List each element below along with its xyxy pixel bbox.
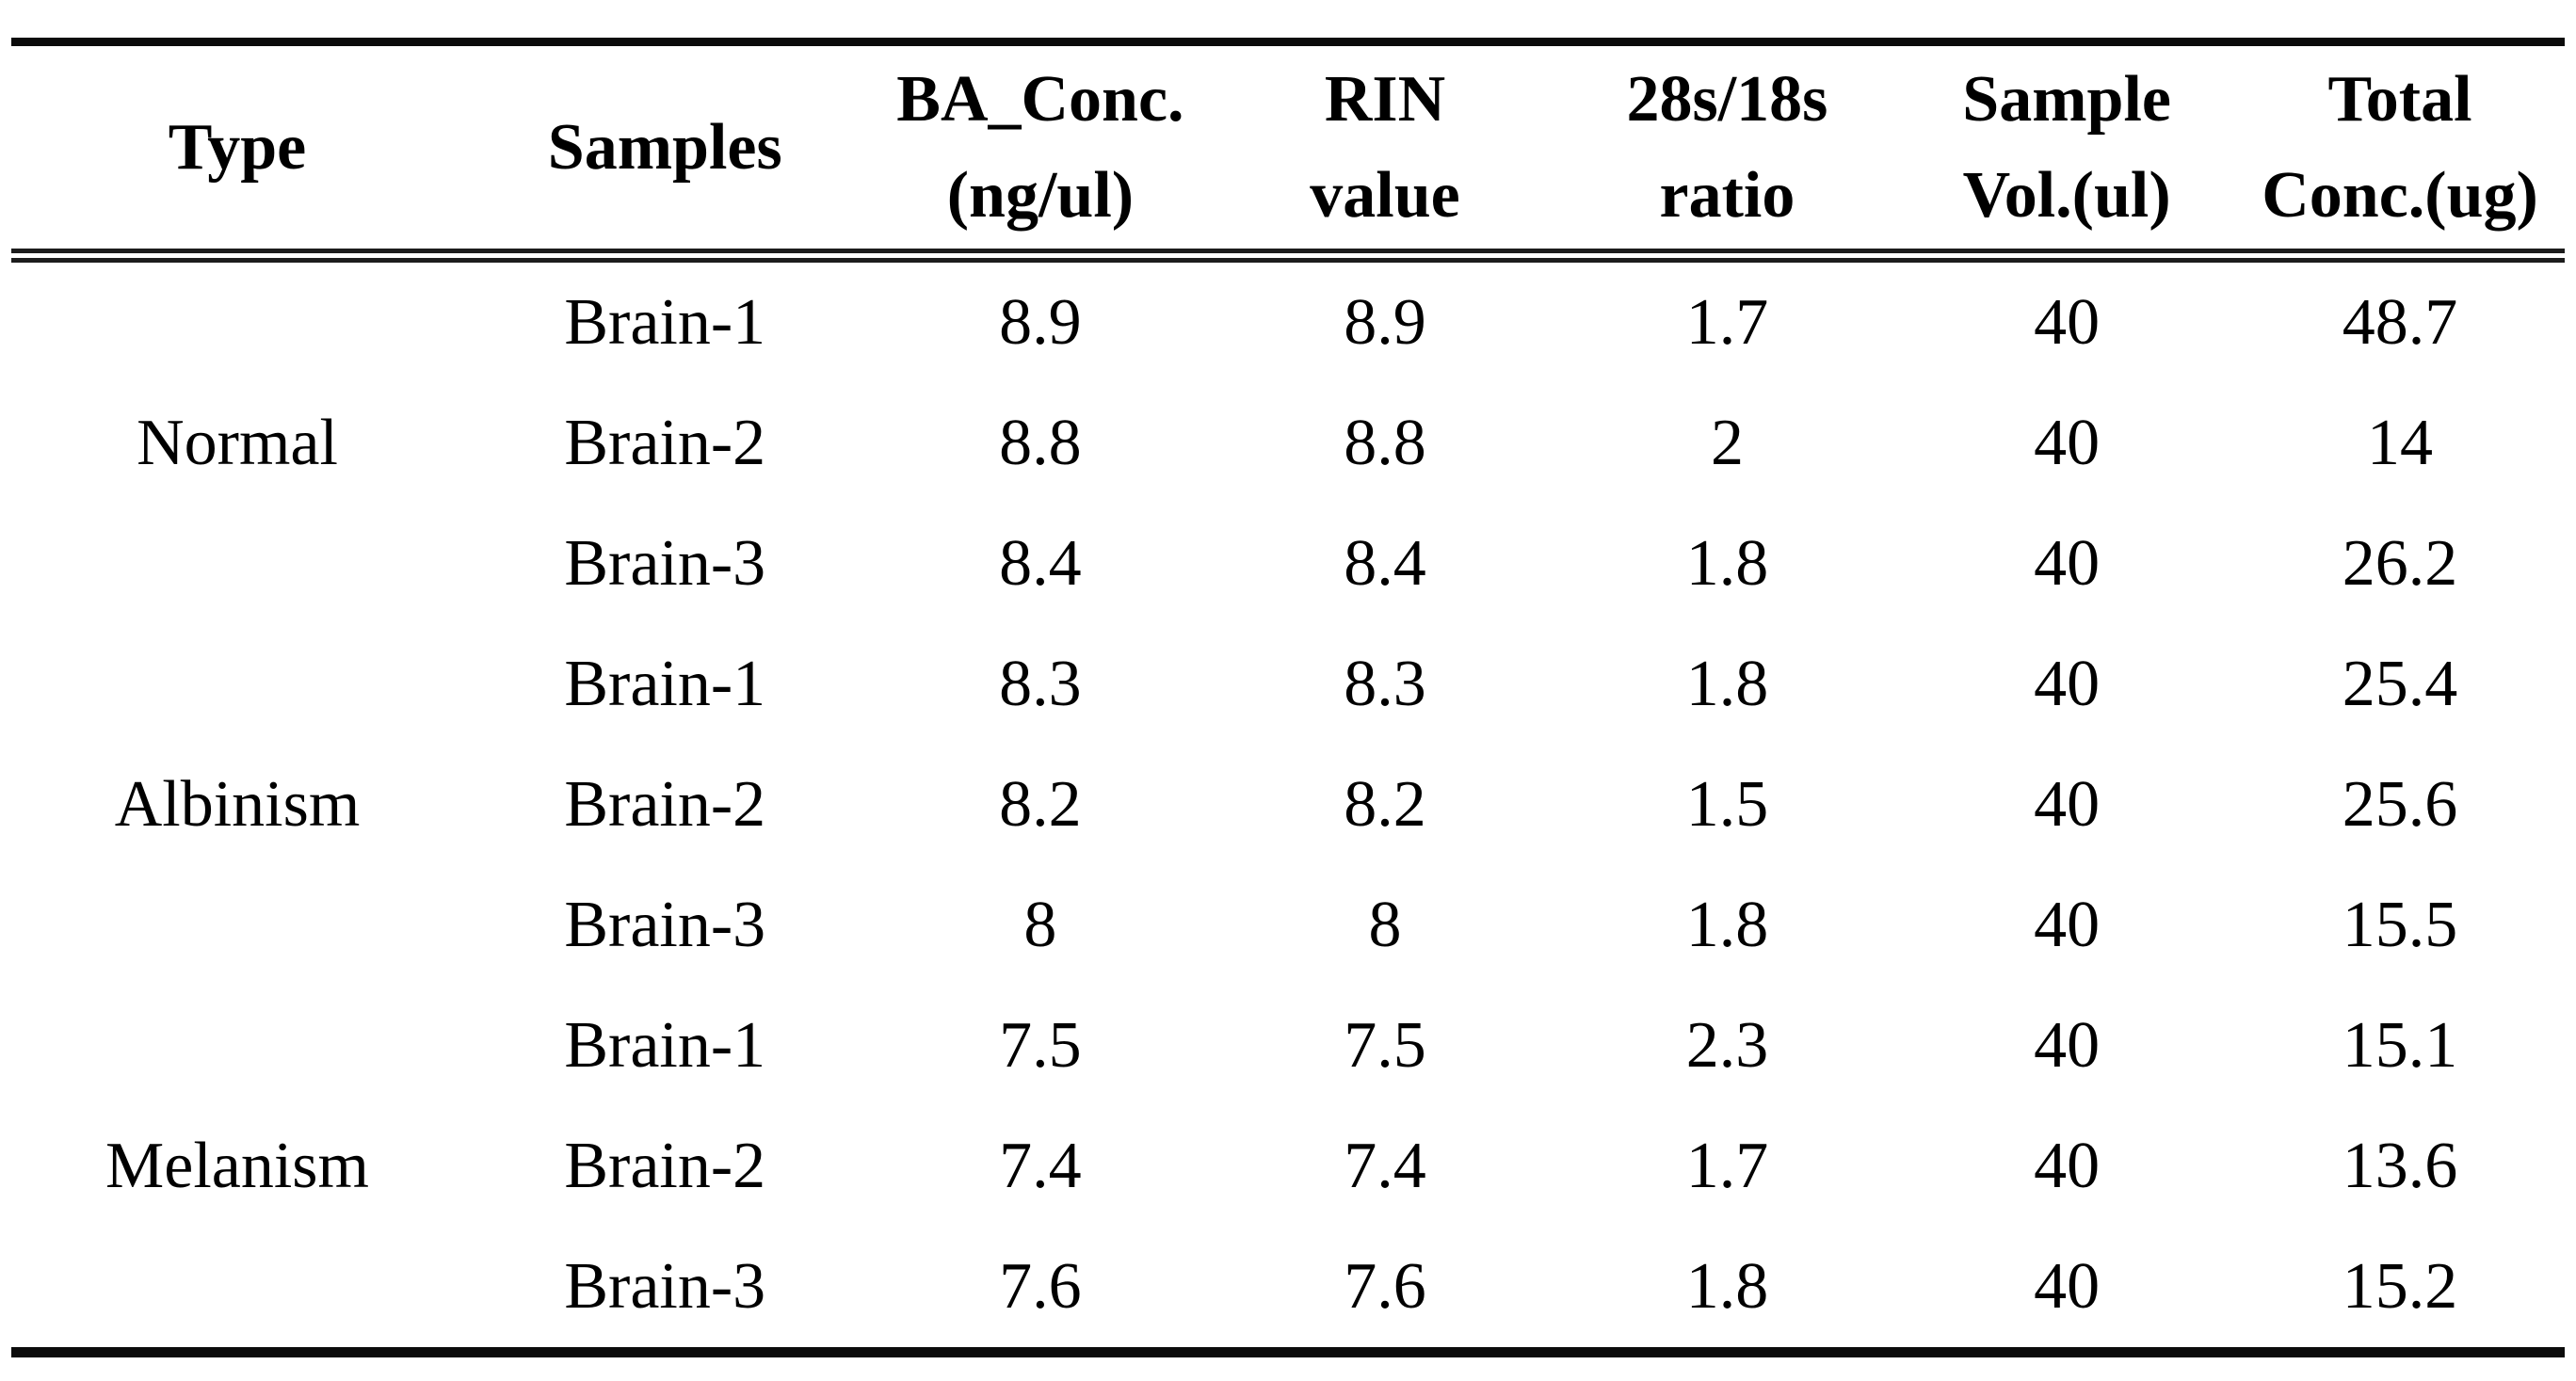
sample-cell: Brain-2 (564, 1130, 766, 1202)
sample-cell: Brain-1 (564, 1009, 766, 1082)
table-row: Brain-3 8.4 8.4 1.8 40 26.2 (11, 504, 2565, 624)
sample-vol-cell: 40 (2034, 527, 2101, 600)
rin-value-cell: 8.3 (1344, 648, 1426, 720)
sample-cell: Brain-3 (564, 527, 766, 600)
sample-cell: Brain-2 (564, 407, 766, 479)
table-row: Albinism Brain-1 8.3 8.3 1.8 40 25.4 (11, 624, 2565, 841)
table-row: Brain-2 7.4 7.4 1.7 40 13.6 (11, 1106, 2565, 1227)
ba-conc-cell: 8.2 (999, 768, 1082, 841)
header-label-line1: Sample (1962, 62, 2171, 136)
rin-value-cell: 8 (1368, 889, 1402, 961)
rin-value-cell: 8.9 (1344, 286, 1426, 359)
ratio-cell: 1.8 (1685, 889, 1769, 961)
ratio-cell: 1.8 (1685, 648, 1769, 720)
header-label-line1: RIN (1324, 62, 1446, 136)
column-header-type: Type (11, 41, 464, 263)
table-header: Type Samples BA_Conc. (ng/ul) RIN value … (11, 41, 2565, 263)
sample-vol-cell: 40 (2034, 286, 2101, 359)
header-label-line2: ratio (1659, 158, 1795, 232)
rin-value-cell: 8.4 (1344, 527, 1426, 600)
column-header-total-conc: Total Conc.(ug) (2235, 41, 2565, 263)
table-row: Brain-2 8.2 8.2 1.5 40 25.6 (11, 745, 2565, 865)
sample-cell: Brain-3 (564, 1250, 766, 1323)
rna-sample-quality-table: Type Samples BA_Conc. (ng/ul) RIN value … (11, 38, 2565, 1357)
total-conc-cell: 13.6 (2342, 1130, 2458, 1202)
column-header-ba-conc: BA_Conc. (ng/ul) (866, 41, 1215, 263)
header-label: Samples (547, 110, 782, 184)
table-row: Normal Brain-1 8.9 8.9 1.7 40 48.7 (11, 256, 2565, 479)
ratio-cell: 2.3 (1685, 1009, 1769, 1082)
header-label: Type (168, 110, 307, 184)
table-row: Brain-2 8.8 8.8 2 40 14 (11, 383, 2565, 504)
ratio-cell: 1.8 (1685, 1250, 1769, 1323)
ratio-cell: 1.5 (1685, 768, 1769, 841)
rin-value-cell: 8.8 (1344, 407, 1426, 479)
sample-vol-cell: 40 (2034, 1009, 2101, 1082)
sample-cell: Brain-1 (564, 648, 766, 720)
ratio-cell: 1.7 (1685, 286, 1769, 359)
total-conc-cell: 25.4 (2342, 648, 2458, 720)
sample-vol-cell: 40 (2034, 1130, 2101, 1202)
rin-value-cell: 8.2 (1344, 768, 1426, 841)
header-label-line2: Conc.(ug) (2262, 158, 2538, 232)
total-conc-cell: 15.5 (2342, 889, 2458, 961)
header-label-line2: value (1310, 158, 1460, 232)
rin-value-cell: 7.4 (1344, 1130, 1426, 1202)
table-row: Melanism Brain-1 7.5 7.5 2.3 40 15.1 (11, 986, 2565, 1202)
ba-conc-cell: 8.8 (999, 407, 1082, 479)
total-conc-cell: 15.2 (2342, 1250, 2458, 1323)
sample-vol-cell: 40 (2034, 768, 2101, 841)
header-label-line1: Total (2327, 62, 2472, 136)
sample-vol-cell: 40 (2034, 889, 2101, 961)
total-conc-cell: 15.1 (2342, 1009, 2458, 1082)
table-body: Normal Brain-1 8.9 8.9 1.7 40 48.7 Brain… (11, 256, 2565, 1353)
total-conc-cell: 48.7 (2342, 286, 2458, 359)
ba-conc-cell: 8 (1023, 889, 1057, 961)
header-label-line1: BA_Conc. (896, 62, 1184, 136)
total-conc-cell: 26.2 (2342, 527, 2458, 600)
sample-vol-cell: 40 (2034, 1250, 2101, 1323)
ba-conc-cell: 7.4 (999, 1130, 1082, 1202)
table-row: Brain-3 8 8 1.8 40 15.5 (11, 865, 2565, 986)
sample-cell: Brain-2 (564, 768, 766, 841)
sample-cell: Brain-1 (564, 286, 766, 359)
column-header-sample-vol: Sample Vol.(ul) (1898, 41, 2236, 263)
table-row: Brain-3 7.6 7.6 1.8 40 15.2 (11, 1227, 2565, 1353)
ratio-cell: 1.8 (1685, 527, 1769, 600)
sample-vol-cell: 40 (2034, 648, 2101, 720)
header-label-line2: Vol.(ul) (1962, 158, 2171, 232)
ratio-cell: 1.7 (1685, 1130, 1769, 1202)
header-label-line1: 28s/18s (1626, 62, 1828, 136)
ratio-cell: 2 (1710, 407, 1744, 479)
column-header-rin-value: RIN value (1214, 41, 1556, 263)
ba-conc-cell: 7.6 (999, 1250, 1082, 1323)
header-label-line2: (ng/ul) (946, 158, 1135, 232)
sample-cell: Brain-3 (564, 889, 766, 961)
type-cell-normal: Normal (137, 407, 338, 479)
type-cell-melanism: Melanism (105, 1130, 369, 1202)
rin-value-cell: 7.6 (1344, 1250, 1426, 1323)
ba-conc-cell: 8.4 (999, 527, 1082, 600)
rin-value-cell: 7.5 (1344, 1009, 1426, 1082)
column-header-samples: Samples (463, 41, 867, 263)
type-cell-albinism: Albinism (114, 768, 361, 841)
total-conc-cell: 14 (2367, 407, 2434, 479)
ba-conc-cell: 7.5 (999, 1009, 1082, 1082)
ba-conc-cell: 8.9 (999, 286, 1082, 359)
total-conc-cell: 25.6 (2342, 768, 2458, 841)
sample-vol-cell: 40 (2034, 407, 2101, 479)
header-row: Type Samples BA_Conc. (ng/ul) RIN value … (11, 41, 2565, 263)
column-header-28s-18s-ratio: 28s/18s ratio (1555, 41, 1899, 263)
ba-conc-cell: 8.3 (999, 648, 1082, 720)
